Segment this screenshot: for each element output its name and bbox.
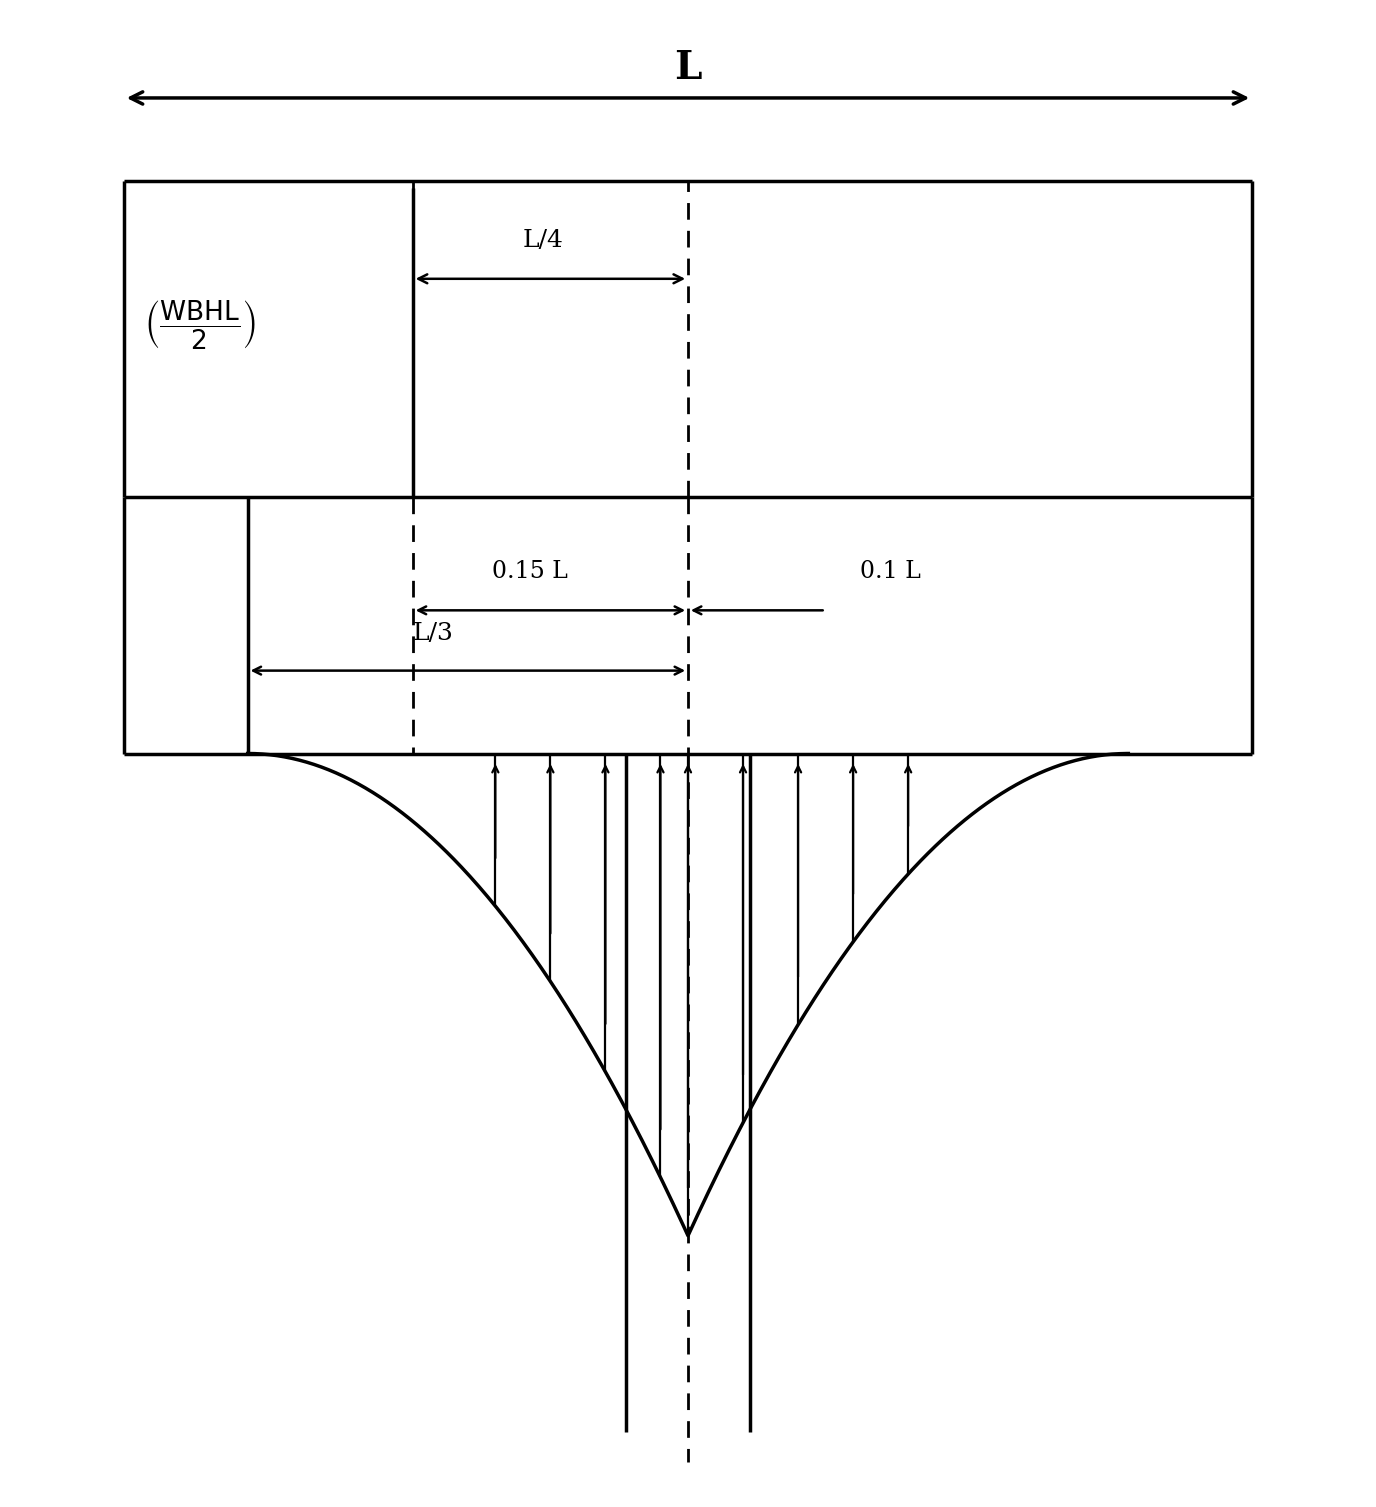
- Text: $\left(\dfrac{\rm WBHL}{2}\right)$: $\left(\dfrac{\rm WBHL}{2}\right)$: [143, 297, 256, 351]
- Text: L: L: [674, 48, 702, 87]
- Text: 0.15 L: 0.15 L: [491, 561, 568, 583]
- Text: 0.1 L: 0.1 L: [860, 561, 921, 583]
- Text: L/3: L/3: [413, 622, 454, 645]
- Text: L/4: L/4: [523, 229, 564, 252]
